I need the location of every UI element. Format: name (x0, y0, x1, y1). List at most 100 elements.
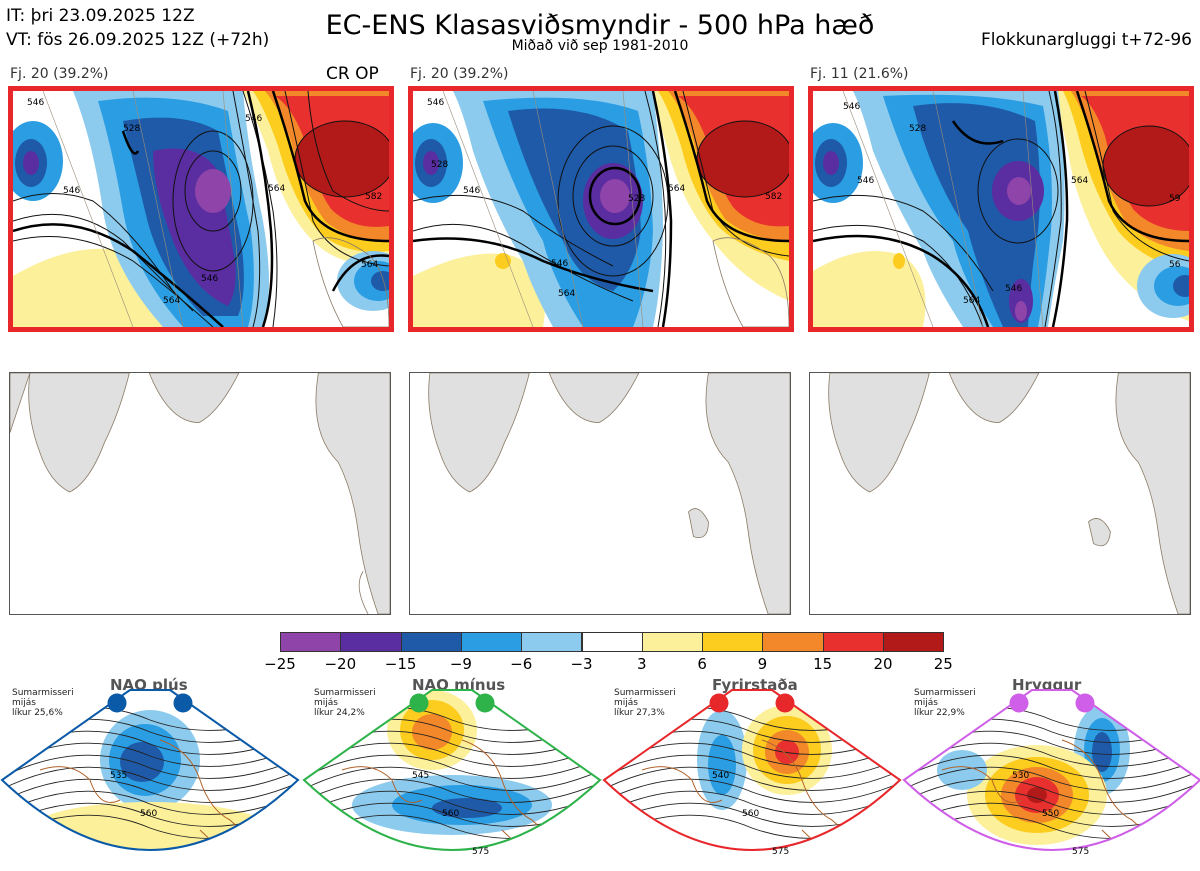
regime-marker-dot (1009, 693, 1029, 713)
contour-label: 546 (843, 102, 860, 112)
regime-note-line: Sumarmisseri (614, 688, 676, 698)
regime-note-line: líkur 22,9% (914, 708, 965, 718)
classification-window: Flokkunargluggi t+72-96 (980, 30, 1192, 50)
basemap-1-graphic (10, 373, 390, 614)
colorbar-tick-label: 25 (933, 655, 953, 673)
regime-contour-label: 575 (1072, 847, 1089, 857)
regime-note-line: Sumarmisseri (914, 688, 976, 698)
page-subtitle: Miðað við sep 1981-2010 (511, 38, 689, 54)
colorbar-tick-label: −6 (510, 655, 533, 673)
contour-label: 528 (431, 160, 448, 170)
regime-note: Sumarmisseri mijás líkur 25,6% (12, 688, 92, 718)
cluster-map-3[interactable]: 546 528 546 564 59 546 564 56 (808, 86, 1194, 332)
panel-1-tag: CR OP (326, 64, 379, 84)
regime-marker-dot (1075, 693, 1095, 713)
regime-contour-label: 575 (772, 847, 789, 857)
regime-marker-dot (475, 693, 495, 713)
contour-label: 528 (628, 194, 645, 204)
contour-label: 564 (361, 260, 378, 270)
cluster-map-1[interactable]: 546 528 546 564 582 546 564 564 546 (8, 86, 394, 332)
valid-time: VT: fös 26.09.2025 12Z (+72h) (6, 30, 270, 50)
colorbar-tick-label: 3 (637, 655, 647, 673)
colorbar-tick-label: 6 (697, 655, 707, 673)
contour-label: 564 (1071, 176, 1088, 186)
basemap-3 (809, 372, 1191, 615)
contour-label: 56 (1169, 260, 1181, 270)
panel-2-label: Fj. 20 (39.2%) (410, 66, 509, 82)
colorbar-segment (762, 632, 824, 652)
colorbar-tick-label: 15 (813, 655, 833, 673)
colorbar-segment (883, 632, 945, 652)
contour-label: 564 (558, 289, 575, 299)
regime-note-line: mijás (914, 698, 938, 708)
regime-note: Sumarmisseri mijás líkur 22,9% (914, 688, 994, 718)
contour-label: 528 (123, 124, 140, 134)
regime-contour-label: 560 (442, 809, 459, 819)
panel-3-label: Fj. 11 (21.6%) (810, 66, 909, 82)
contour-label: 546 (201, 274, 218, 284)
regime-note-line: mijás (314, 698, 338, 708)
contour-label: 582 (765, 192, 782, 202)
colorbar-segment (280, 632, 342, 652)
regime-note-line: líkur 27,3% (614, 708, 665, 718)
contour-label: 564 (668, 184, 685, 194)
regime-note: Sumarmisseri mijás líkur 27,3% (614, 688, 694, 718)
colorbar-tick-label: 9 (757, 655, 768, 673)
regime-marker-dot (709, 693, 729, 713)
colorbar-segment (581, 632, 643, 652)
cluster-map-2[interactable]: 546 528 546 564 582 546 564 528 (408, 86, 794, 332)
regime-contour-label: 550 (1042, 809, 1059, 819)
regime-note: Sumarmisseri mijás líkur 24,2% (314, 688, 394, 718)
colorbar-tick-label: −3 (570, 655, 593, 673)
contour-label: 564 (963, 296, 980, 306)
regime-contour-label: 545 (412, 771, 429, 781)
colorbar-segment (521, 632, 583, 652)
basemap-2-graphic (428, 373, 790, 614)
colorbar-segment (641, 632, 704, 652)
regime-note-line: mijás (12, 698, 36, 708)
regime-note-line: líkur 24,2% (314, 708, 365, 718)
initial-time: IT: þri 23.09.2025 12Z (6, 6, 195, 26)
contour-label: 582 (365, 192, 382, 202)
colorbar-tick-label: −9 (449, 655, 472, 673)
regime-contour-label: 560 (140, 809, 157, 819)
colorbar-segment (702, 632, 764, 652)
basemap-3-graphic (828, 373, 1190, 614)
cluster-map-2-graphic: 546 528 546 564 582 546 564 528 (413, 91, 789, 327)
contour-label: 546 (857, 176, 874, 186)
contour-label: 564 (268, 184, 285, 194)
contour-label: 546 (463, 186, 480, 196)
regime-contour-label: 535 (110, 771, 127, 781)
regime-contour-label: 560 (742, 809, 759, 819)
colorbar-segment (340, 632, 402, 652)
colorbar-tick-label: −15 (384, 655, 417, 673)
contour-label: 59 (1169, 194, 1181, 204)
contour-label: 546 (427, 98, 444, 108)
colorbar-segment (400, 632, 462, 652)
contour-label: 546 (551, 259, 568, 269)
cluster-map-1-graphic: 546 528 546 564 582 546 564 564 546 (13, 91, 389, 327)
contour-label: 546 (63, 186, 80, 196)
colorbar-segment (460, 632, 523, 652)
regime-marker-dot (107, 693, 127, 713)
contour-label: 528 (909, 124, 926, 134)
regime-contour-label: 530 (1012, 771, 1029, 781)
regime-note-line: Sumarmisseri (12, 688, 74, 698)
cluster-map-3-graphic: 546 528 546 564 59 546 564 56 (813, 91, 1189, 327)
regime-note-line: mijás (614, 698, 638, 708)
panel-1-label: Fj. 20 (39.2%) (10, 66, 109, 82)
colorbar-tick-label: 20 (873, 655, 893, 673)
contour-label: 546 (27, 98, 44, 108)
page-title: EC-ENS Klasasviðsmyndir - 500 hPa hæð (325, 10, 875, 41)
regime-map: 530 550 575 (902, 689, 1200, 857)
colorbar-segment (822, 632, 884, 652)
regime-note-line: Sumarmisseri (314, 688, 376, 698)
colorbar-tick-label: −20 (324, 655, 357, 673)
regime-map: 535 560 (0, 689, 300, 851)
regime-marker-dot (173, 693, 193, 713)
regime-contour-label: 540 (712, 771, 729, 781)
regime-map: 540 560 575 (602, 689, 902, 857)
regime-marker-dot (409, 693, 429, 713)
contour-label: 564 (163, 296, 180, 306)
contour-label: 546 (245, 114, 262, 124)
